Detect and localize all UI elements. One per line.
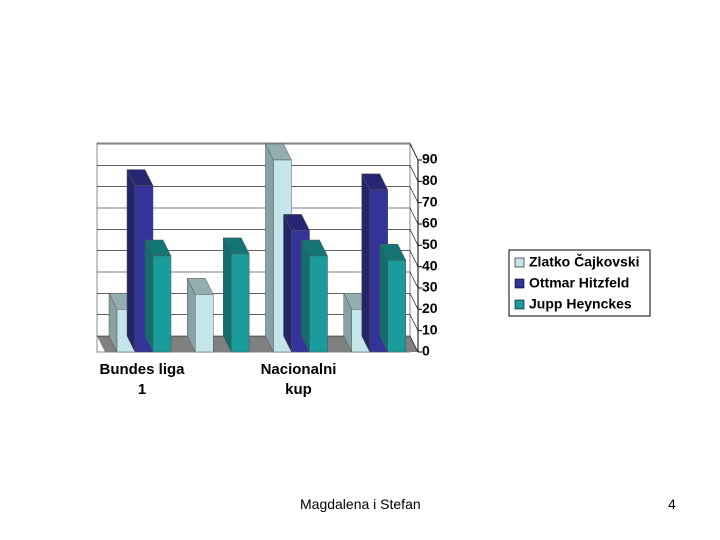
y-tick-label: 90 <box>422 151 438 167</box>
bar-side <box>265 143 274 353</box>
y-tick-label: 80 <box>422 172 438 188</box>
bar-side <box>379 244 388 353</box>
bar-side <box>126 169 136 353</box>
y-tick-label: 10 <box>422 321 438 337</box>
y-tick-label: 60 <box>422 215 438 231</box>
y-tick-label: 20 <box>422 300 438 316</box>
bar-side <box>223 237 232 353</box>
grid-line <box>97 186 419 203</box>
y-tick-label: 0 <box>422 343 430 359</box>
grid-line <box>97 207 419 225</box>
grid-line <box>97 165 419 182</box>
footer-author: Magdalena i Stefan <box>300 496 421 512</box>
floor <box>97 336 418 352</box>
bar-side <box>283 214 292 353</box>
grid-line <box>97 143 419 161</box>
page-number: 4 <box>668 496 676 512</box>
bar-side <box>361 173 370 353</box>
y-tick-label: 70 <box>422 193 438 209</box>
bar-side <box>301 239 310 353</box>
bar <box>152 255 172 353</box>
legend-label: Ottmar Hitzfeld <box>529 275 629 291</box>
legend <box>508 249 651 317</box>
x-tick-label: Bundes liga 1 <box>99 361 185 398</box>
grid-line <box>97 229 419 246</box>
bar-side <box>144 239 154 353</box>
y-tick-label: 50 <box>422 236 438 252</box>
legend-label: Jupp Heynckes <box>529 296 632 312</box>
legend-label: Zlatko Čajkovski <box>529 253 640 270</box>
bar <box>231 253 250 353</box>
grid-line <box>97 271 419 289</box>
legend-swatch <box>514 299 525 310</box>
legend-swatch <box>514 257 525 268</box>
x-tick-label: Nacionalni kup <box>260 361 337 398</box>
legend-swatch <box>514 278 525 289</box>
y-tick-label: 30 <box>422 279 438 295</box>
bar <box>195 294 214 353</box>
bar <box>387 260 406 353</box>
y-tick-label: 40 <box>422 257 438 273</box>
grid-line <box>97 250 419 267</box>
bar <box>309 255 328 353</box>
